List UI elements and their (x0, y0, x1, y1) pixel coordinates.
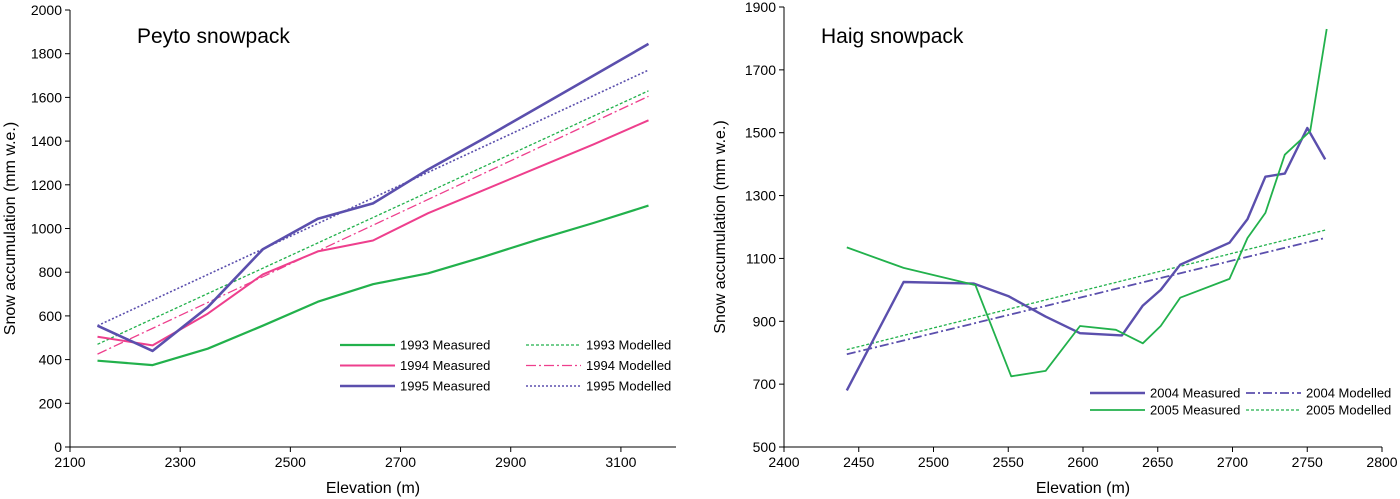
legend-label: 2004 Measured (1150, 386, 1240, 401)
x-tick-label: 2550 (993, 454, 1024, 470)
series-line-1995-modelled (97, 69, 649, 327)
y-tick-label: 1400 (31, 133, 62, 149)
legend-label: 2005 Modelled (1306, 403, 1391, 418)
series-line-1994-modelled (97, 95, 649, 355)
haig-panel: 500 700 900 1100 1300 1500 1700 1900 2400 2450 250… (712, 0, 1398, 497)
legend-label: 1994 Measured (400, 358, 490, 373)
peyto-panel: 0 200 400 600 800 1000 1200 1400 1600 1800 2000 210… (2, 2, 676, 497)
x-tick-label: 2750 (1292, 454, 1323, 470)
legend-label: 1995 Measured (400, 379, 490, 394)
x-tick-label: 2100 (54, 454, 85, 470)
series-line-2004-modelled (846, 237, 1326, 356)
y-tick-label: 200 (39, 395, 63, 411)
series-line-2004-measured (845, 126, 1327, 391)
x-axis-label: Elevation (m) (326, 480, 420, 497)
y-tick-label: 500 (753, 439, 777, 455)
series-line-1993-modelled (97, 90, 649, 345)
x-tick-label: 2450 (843, 454, 874, 470)
x-tick-label: 2700 (385, 454, 416, 470)
y-tick-label: 1000 (31, 221, 62, 237)
y-tick-label: 1200 (31, 177, 62, 193)
y-tick-label: 400 (39, 352, 63, 368)
y-tick-label: 700 (753, 376, 777, 392)
legend: 1993 Measured 1993 Modelled 1994 Measured 1… (340, 338, 671, 394)
y-tick-label: 0 (54, 439, 62, 455)
x-tick-label: 2500 (275, 454, 306, 470)
series-line-1995-measured (96, 42, 650, 353)
y-tick-label: 1800 (31, 46, 62, 62)
series-line-1994-measured (97, 119, 649, 347)
legend-label: 1993 Measured (400, 338, 490, 353)
y-axis-label: Snow accumulation (mm w.e.) (712, 120, 729, 333)
y-axis-label: Snow accumulation (mm w.e.) (2, 122, 19, 335)
legend-label: 2004 Modelled (1306, 386, 1391, 401)
x-tick-label: 2300 (165, 454, 196, 470)
x-tick-label: 2800 (1366, 454, 1397, 470)
y-tick-label: 1300 (745, 188, 776, 204)
x-tick-label: 2700 (1217, 454, 1248, 470)
x-tick-label: 2400 (768, 454, 799, 470)
series-line-1993-measured (97, 204, 649, 367)
y-tick-label: 1100 (746, 250, 776, 266)
y-tick-label: 600 (39, 308, 63, 324)
x-tick-label: 2650 (1142, 454, 1173, 470)
legend-label: 1995 Modelled (586, 379, 671, 394)
x-axis-label: Elevation (m) (1036, 480, 1130, 497)
x-tick-label: 2600 (1067, 454, 1098, 470)
chart-title: Peyto snowpack (137, 25, 290, 48)
series-line-2005-modelled (846, 229, 1326, 351)
y-tick-label: 900 (753, 313, 777, 329)
legend: 2004 Measured 2004 Modelled 2005 Measured 2… (1090, 386, 1391, 418)
x-tick-label: 3100 (605, 454, 636, 470)
y-tick-label: 1600 (31, 89, 62, 105)
chart-title: Haig snowpack (821, 25, 964, 48)
legend-label: 2005 Measured (1150, 403, 1240, 418)
x-tick-label: 2900 (495, 454, 526, 470)
y-tick-label: 800 (39, 264, 63, 280)
series-line-2005-measured (846, 28, 1328, 378)
legend-label: 1993 Modelled (586, 338, 671, 353)
y-tick-label: 2000 (31, 2, 62, 18)
y-tick-label: 1700 (745, 62, 776, 78)
x-tick-label: 2500 (918, 454, 949, 470)
y-tick-label: 1500 (745, 125, 776, 141)
legend-label: 1994 Modelled (586, 358, 671, 373)
y-tick-label: 1900 (745, 0, 776, 15)
